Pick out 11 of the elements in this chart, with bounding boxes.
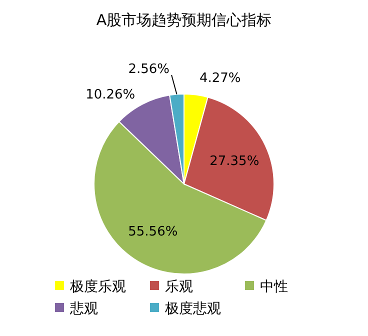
legend-label: 中性	[260, 279, 288, 295]
legend-label: 极度乐观	[69, 279, 126, 295]
data-label: 4.27%	[199, 71, 241, 86]
data-label: 55.56%	[128, 224, 178, 240]
legend-label: 乐观	[165, 279, 193, 295]
data-label: 10.26%	[86, 88, 136, 103]
chart-title: A股市场趋势预期信心指标	[96, 11, 272, 29]
data-label: 27.35%	[210, 154, 260, 170]
legend-label: 悲观	[69, 301, 98, 317]
legend-label: 极度悲观	[164, 301, 221, 317]
data-label: 2.56%	[128, 62, 170, 78]
